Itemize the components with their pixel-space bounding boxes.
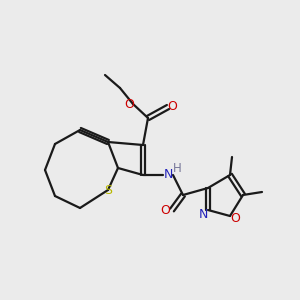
Text: O: O: [230, 212, 240, 226]
Text: N: N: [198, 208, 208, 221]
Text: O: O: [167, 100, 177, 113]
Text: N: N: [163, 169, 173, 182]
Text: O: O: [160, 203, 170, 217]
Text: H: H: [172, 161, 182, 175]
Text: O: O: [124, 98, 134, 110]
Text: S: S: [104, 184, 112, 196]
